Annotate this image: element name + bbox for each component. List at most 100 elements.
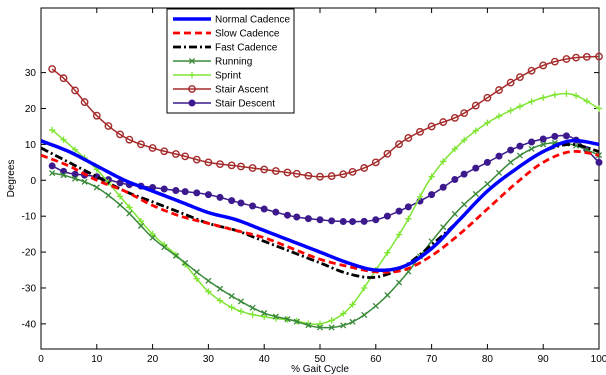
- series-line: [40, 143, 600, 279]
- data-marker: [383, 149, 392, 158]
- legend-entry: Running: [173, 57, 252, 68]
- data-marker: [283, 211, 291, 219]
- data-marker: [71, 86, 79, 95]
- series-line: [40, 138, 600, 272]
- legend: Normal Cadence Slow Cadence Fast Cadence Ru…: [166, 8, 295, 114]
- data-marker: [384, 292, 391, 299]
- data-marker: [551, 132, 559, 140]
- data-marker: [372, 216, 380, 224]
- data-marker: [284, 316, 291, 323]
- data-marker: [595, 52, 603, 61]
- series-stair-ascent: [48, 52, 603, 181]
- data-marker: [405, 215, 412, 222]
- data-marker: [80, 98, 89, 106]
- data-marker: [237, 162, 245, 171]
- data-marker: [193, 269, 200, 276]
- data-marker: [495, 112, 503, 120]
- legend-entry: Slow Cadence: [173, 29, 280, 40]
- data-marker: [539, 61, 548, 70]
- data-marker: [249, 202, 257, 210]
- data-marker: [260, 205, 268, 213]
- data-marker: [92, 111, 101, 120]
- data-marker: [340, 322, 347, 329]
- data-marker: [216, 285, 224, 292]
- data-marker: [595, 105, 603, 112]
- data-marker: [125, 135, 134, 144]
- data-marker: [188, 85, 196, 93]
- y-tick-label: 0: [30, 176, 36, 187]
- data-marker: [148, 144, 157, 152]
- data-marker: [460, 109, 469, 118]
- data-marker: [237, 199, 245, 207]
- data-marker: [416, 193, 424, 200]
- data-marker: [395, 207, 403, 215]
- data-marker: [451, 145, 459, 153]
- series-line: [51, 92, 600, 326]
- data-marker: [383, 212, 391, 220]
- data-marker: [471, 101, 480, 110]
- data-marker: [528, 98, 535, 105]
- data-marker: [71, 170, 79, 178]
- data-marker: [348, 167, 357, 176]
- data-marker: [507, 159, 514, 166]
- data-marker: [583, 97, 590, 105]
- data-marker: [293, 318, 300, 325]
- data-marker: [340, 310, 347, 317]
- data-marker: [293, 213, 301, 221]
- data-marker: [160, 185, 168, 193]
- y-tick-label: -30: [22, 283, 37, 294]
- series-line: [52, 142, 600, 329]
- data-marker: [188, 99, 196, 107]
- data-marker: [451, 176, 459, 184]
- y-axis-title: Degrees: [6, 160, 17, 198]
- x-axis-title: % Gait Cycle: [291, 364, 349, 375]
- data-marker: [528, 138, 536, 146]
- data-marker: [416, 127, 424, 136]
- data-marker: [237, 308, 245, 315]
- series-running: [49, 139, 603, 331]
- data-marker: [205, 277, 212, 284]
- data-marker: [349, 318, 356, 325]
- data-marker: [305, 322, 312, 329]
- data-marker: [516, 142, 524, 150]
- data-marker: [316, 324, 324, 331]
- legend-label: Slow Cadence: [215, 29, 280, 40]
- data-marker: [404, 134, 413, 142]
- x-tick-label: 50: [314, 354, 326, 365]
- data-marker: [248, 164, 257, 172]
- data-marker: [328, 324, 335, 331]
- data-marker: [192, 155, 201, 164]
- x-tick-label: 80: [482, 354, 494, 365]
- data-marker: [516, 152, 524, 159]
- data-marker: [227, 161, 236, 170]
- data-marker: [160, 147, 169, 156]
- legend-label: Stair Descent: [215, 99, 275, 110]
- x-tick-label: 0: [38, 354, 44, 365]
- data-marker: [450, 113, 459, 122]
- data-marker: [228, 197, 236, 205]
- data-marker: [572, 53, 580, 62]
- data-marker: [439, 183, 447, 191]
- data-marker: [171, 150, 180, 158]
- series-layer: [40, 52, 603, 331]
- legend-entry: Sprint: [173, 71, 241, 82]
- legend-entry: Stair Descent: [173, 99, 275, 110]
- data-marker: [316, 172, 324, 181]
- data-marker: [360, 284, 368, 292]
- data-marker: [81, 178, 88, 185]
- data-marker: [495, 169, 503, 176]
- data-marker: [216, 193, 224, 201]
- y-tick-label: 10: [25, 140, 37, 151]
- data-marker: [172, 252, 179, 259]
- legend-entry: Normal Cadence: [173, 15, 290, 26]
- data-marker: [440, 158, 447, 165]
- data-marker: [540, 94, 547, 101]
- data-marker: [483, 158, 491, 166]
- data-marker: [460, 170, 468, 178]
- x-tick-label: 90: [538, 354, 550, 365]
- data-marker: [460, 136, 468, 144]
- data-marker: [72, 175, 79, 182]
- series-line: [51, 134, 600, 223]
- data-marker: [60, 172, 67, 179]
